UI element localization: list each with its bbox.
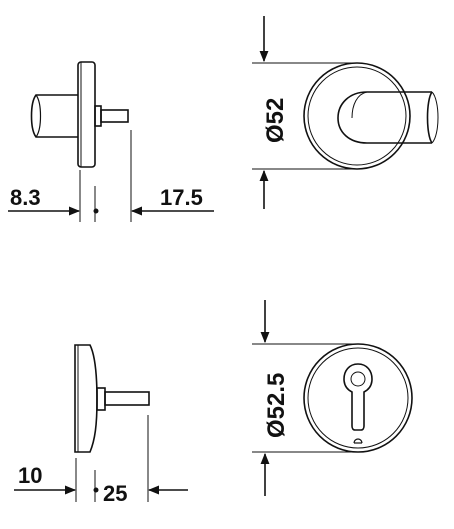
top-spindle [100, 109, 129, 123]
bottom-spindle-collar [96, 387, 106, 411]
bottom-side-view [14, 344, 188, 502]
top-diameter-label: Ø52 [262, 98, 289, 143]
bottom-dim-right-label: 25 [103, 481, 127, 506]
top-front-view [252, 16, 439, 209]
cylinder-keyhole [343, 363, 373, 431]
bottom-dim-left-label: 10 [18, 463, 42, 488]
bottom-diameter-label: Ø52.5 [263, 373, 290, 438]
top-dim-right-label: 17.5 [160, 185, 203, 210]
top-side-view [8, 61, 214, 222]
top-lever [337, 91, 432, 144]
bottom-spindle [104, 391, 150, 406]
bottom-rose-circle [303, 343, 413, 453]
top-rose-circle [303, 62, 411, 170]
top-spindle-collar [94, 105, 102, 127]
bottom-front-view [252, 300, 413, 496]
top-dim-left-label: 8.3 [10, 185, 41, 210]
